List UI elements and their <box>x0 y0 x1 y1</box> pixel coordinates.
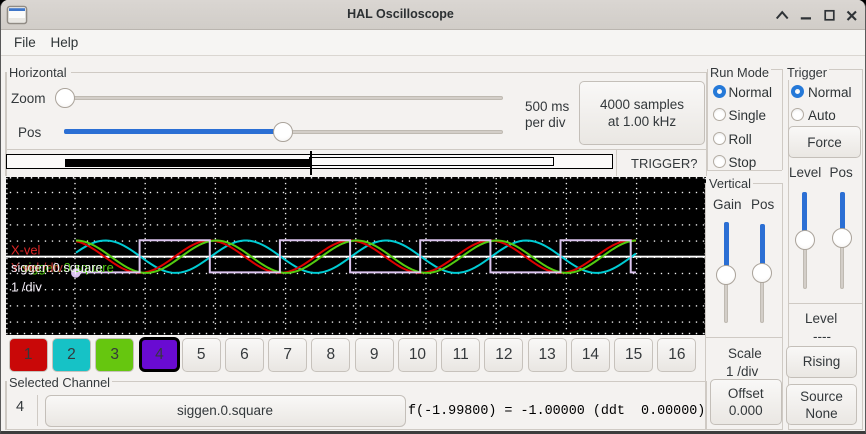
svg-text:X-vel: X-vel <box>11 242 40 257</box>
svg-text:siggen.0.square: siggen.0.square <box>22 260 114 275</box>
svg-text:1 /div: 1 /div <box>11 279 42 294</box>
svg-text:Y-vel /div: Y-vel /div <box>11 260 63 275</box>
svg-text:siggen.0.square: siggen.0.square <box>11 260 103 275</box>
